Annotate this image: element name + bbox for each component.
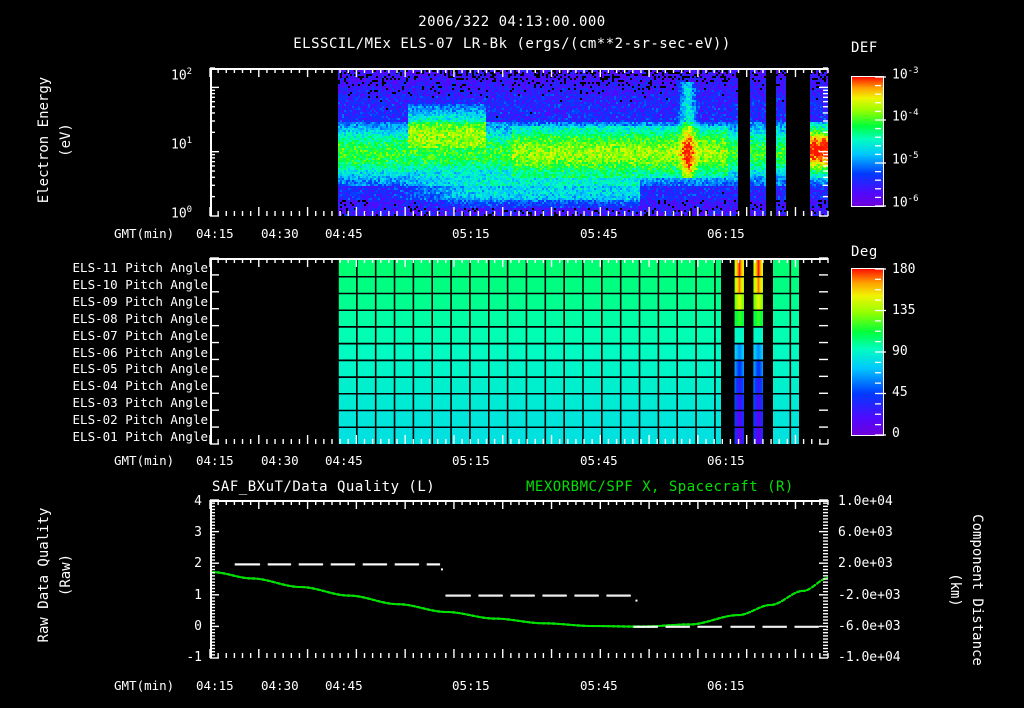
pitch-angle-row-label-1: ELS-10 Pitch Angle xyxy=(72,276,208,292)
bottom-xtick-2: 04:45 xyxy=(325,678,363,693)
spectrogram-xtick-4: 05:45 xyxy=(580,226,618,241)
deg-tick-label-0: 180 xyxy=(892,262,916,277)
spectrogram-plot-frame[interactable] xyxy=(210,68,828,216)
bottom-xtick-3: 05:15 xyxy=(452,678,490,693)
spectrogram-ylabel-line2: (eV) xyxy=(58,123,74,157)
ytick-mantissa: 10 xyxy=(171,206,187,222)
spectrogram-xtick-1: 04:30 xyxy=(261,226,299,241)
deg-colorbar[interactable] xyxy=(851,268,884,436)
bottom-xtick-1: 04:30 xyxy=(261,678,299,693)
bottom-ylabel-right-unit: (km) xyxy=(947,535,963,645)
def-colorbar-title: DEF xyxy=(851,40,878,56)
pitch-angle-row-label-10: ELS-01 Pitch Angle xyxy=(72,429,208,444)
spectrogram-ylabel-unit: (eV) xyxy=(58,80,74,200)
pitch-angle-row-label-9: ELS-02 Pitch Angle xyxy=(72,412,208,428)
bottom-ytick-right-2: 2.0e+03 xyxy=(838,556,893,571)
bottom-ytick-right-4: -6.0e+03 xyxy=(838,619,901,634)
bottom-xaxis-label: GMT(min) xyxy=(114,678,175,693)
bottom-xtick-5: 06:15 xyxy=(707,678,745,693)
deg-colorbar-title: Deg xyxy=(851,244,878,260)
page-subtitle: ELSSCIL/MEx ELS-07 LR-Bk (ergs/(cm**2-sr… xyxy=(0,36,1024,52)
pitch-angle-xtick-4: 05:45 xyxy=(580,453,618,468)
bottom-ytick-left-2: 2 xyxy=(194,556,202,571)
page-title: 2006/322 04:13:00.000 xyxy=(0,14,1024,30)
deg-tick-label-1: 135 xyxy=(892,303,916,318)
def-colorbar[interactable] xyxy=(851,76,884,207)
bottom-xtick-0: 04:15 xyxy=(196,678,234,693)
bottom-ylabel-right-line1: Component Distance xyxy=(969,514,985,666)
bottom-ytick-right-3: -2.0e+03 xyxy=(838,588,901,603)
pitch-angle-xtick-2: 04:45 xyxy=(325,453,363,468)
pitch-angle-xtick-0: 04:15 xyxy=(196,453,234,468)
def-tick-label-0: 10-3 xyxy=(892,66,919,83)
ytick-exponent: 0 xyxy=(186,205,193,215)
pitch-angle-row-label-7: ELS-04 Pitch Angle xyxy=(72,378,208,394)
pitch-angle-xtick-5: 06:15 xyxy=(707,453,745,468)
pitch-angle-row-label-6: ELS-05 Pitch Angle xyxy=(72,361,208,377)
deg-tick-label-3: 45 xyxy=(892,385,908,400)
pitch-angle-xtick-3: 05:15 xyxy=(452,453,490,468)
pitch-angle-row-label-5: ELS-06 Pitch Angle xyxy=(72,344,208,360)
bottom-ylabel-left-line2: (Raw) xyxy=(58,553,74,597)
bottom-plot-frame[interactable] xyxy=(210,500,828,658)
bottom-ytick-right-1: 6.0e+03 xyxy=(838,525,893,540)
bottom-ytick-left-1: 3 xyxy=(194,525,202,540)
spectrogram-canvas[interactable] xyxy=(212,70,828,216)
bottom-title-left: SAF_BXuT/Data Quality (L) xyxy=(212,479,436,495)
ytick-mantissa: 10 xyxy=(171,68,187,84)
spectrogram-ylabel-line1: Electron Energy xyxy=(36,76,52,204)
bottom-ytick-left-5: -1 xyxy=(186,650,202,665)
pitch-angle-row-label-8: ELS-03 Pitch Angle xyxy=(72,395,208,411)
pitch-angle-row-label-2: ELS-09 Pitch Angle xyxy=(72,293,208,309)
bottom-ytick-right-0: 1.0e+04 xyxy=(838,494,893,509)
bottom-canvas[interactable] xyxy=(212,502,828,658)
bottom-ylabel-right: Component Distance xyxy=(969,500,985,680)
pitch-angle-canvas[interactable] xyxy=(212,260,828,444)
spectrogram-ytick-10e1: 101 xyxy=(171,136,192,152)
bottom-ylabel-left: Raw Data Quality xyxy=(36,490,52,660)
bottom-xtick-4: 05:45 xyxy=(580,678,618,693)
pitch-angle-xaxis-label: GMT(min) xyxy=(114,453,175,468)
pitch-angle-row-label-3: ELS-08 Pitch Angle xyxy=(72,310,208,326)
def-tick-label-1: 10-4 xyxy=(892,108,919,125)
ytick-exponent: 2 xyxy=(186,67,193,77)
spectrogram-ytick-10e0: 100 xyxy=(171,205,192,221)
bottom-ylabel-left-unit: (Raw) xyxy=(58,520,74,630)
pitch-angle-row-label-0: ELS-11 Pitch Angle xyxy=(72,260,208,275)
dataset-subtitle: ELSSCIL/MEx ELS-07 LR-Bk (ergs/(cm**2-sr… xyxy=(293,36,731,52)
pitch-angle-xtick-1: 04:30 xyxy=(261,453,299,468)
spectrogram-xtick-3: 05:15 xyxy=(452,226,490,241)
spectrogram-ylabel: Electron Energy xyxy=(36,65,52,215)
bottom-ytick-left-0: 4 xyxy=(194,494,202,509)
def-colorbar-gradient xyxy=(852,77,883,206)
def-tick-label-3: 10-6 xyxy=(892,194,919,211)
ytick-exponent: 1 xyxy=(186,136,193,146)
spectrogram-xtick-5: 06:15 xyxy=(707,226,745,241)
pitch-angle-plot-frame[interactable] xyxy=(210,258,828,444)
bottom-ytick-right-5: -1.0e+04 xyxy=(838,650,901,665)
spectrogram-ytick-10e2: 102 xyxy=(171,67,192,83)
def-tick-label-2: 10-5 xyxy=(892,151,919,168)
timestamp-title: 2006/322 04:13:00.000 xyxy=(418,14,606,30)
spectrogram-xtick-2: 04:45 xyxy=(325,226,363,241)
bottom-ylabel-left-line1: Raw Data Quality xyxy=(36,507,52,643)
spectrogram-xtick-0: 04:15 xyxy=(196,226,234,241)
bottom-ylabel-right-line2: (km) xyxy=(947,573,963,607)
spectrogram-xaxis-label: GMT(min) xyxy=(114,226,175,241)
pitch-angle-row-label-4: ELS-07 Pitch Angle xyxy=(72,327,208,343)
deg-tick-label-2: 90 xyxy=(892,344,908,359)
deg-tick-label-4: 0 xyxy=(892,426,900,441)
deg-colorbar-gradient xyxy=(852,269,883,435)
bottom-ytick-left-3: 1 xyxy=(194,588,202,603)
ytick-mantissa: 10 xyxy=(171,137,187,153)
bottom-title-right: MEXORBMC/SPF X, Spacecraft (R) xyxy=(526,479,794,495)
bottom-ytick-left-4: 0 xyxy=(194,619,202,634)
